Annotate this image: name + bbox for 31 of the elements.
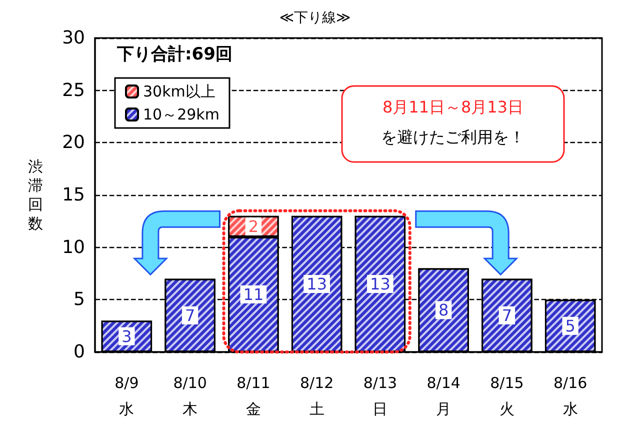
y-tick-label: 10 (62, 236, 85, 258)
x-tick-label: 8/10 木 (173, 374, 207, 418)
data-label: 7 (502, 306, 512, 325)
annotation: 8月11日～8月13日 (382, 97, 524, 116)
y-tick-label: 30 (62, 28, 85, 48)
x-tick-label: 8/13 日 (363, 374, 398, 418)
y-tick-label: 15 (62, 184, 85, 206)
legend-label: 30km以上 (143, 82, 216, 100)
y-tick-label: 25 (62, 80, 85, 101)
data-label: 8 (438, 300, 449, 320)
data-label: 11 (243, 284, 264, 304)
legend-label: 10～29km (143, 106, 220, 124)
y-axis-title: 渋滞回数 (28, 158, 43, 232)
x-tick-label: 8/16 水 (553, 374, 588, 418)
annotation: 下り合計:69回 (116, 44, 232, 64)
x-tick-label: 8/15 火 (490, 374, 524, 418)
data-label: 13 (370, 274, 390, 294)
chart-title: ≪下り線≫ (279, 10, 351, 26)
y-tick-label: 5 (74, 289, 85, 310)
data-label: 13 (306, 274, 327, 294)
y-tick-label: 20 (62, 132, 85, 154)
x-tick-label: 8/9 水 (114, 374, 139, 418)
annotation: を避けたご利用を！ (381, 127, 525, 146)
data-label: 3 (122, 326, 132, 346)
data-label: 7 (184, 306, 196, 325)
data-label: 2 (248, 216, 259, 236)
x-tick-label: 8/12 土 (300, 374, 334, 418)
y-tick-label: 0 (74, 342, 85, 362)
x-tick-label: 8/14 月 (426, 374, 460, 418)
data-label: 5 (565, 316, 576, 336)
x-tick-label: 8/11 金 (236, 374, 270, 418)
